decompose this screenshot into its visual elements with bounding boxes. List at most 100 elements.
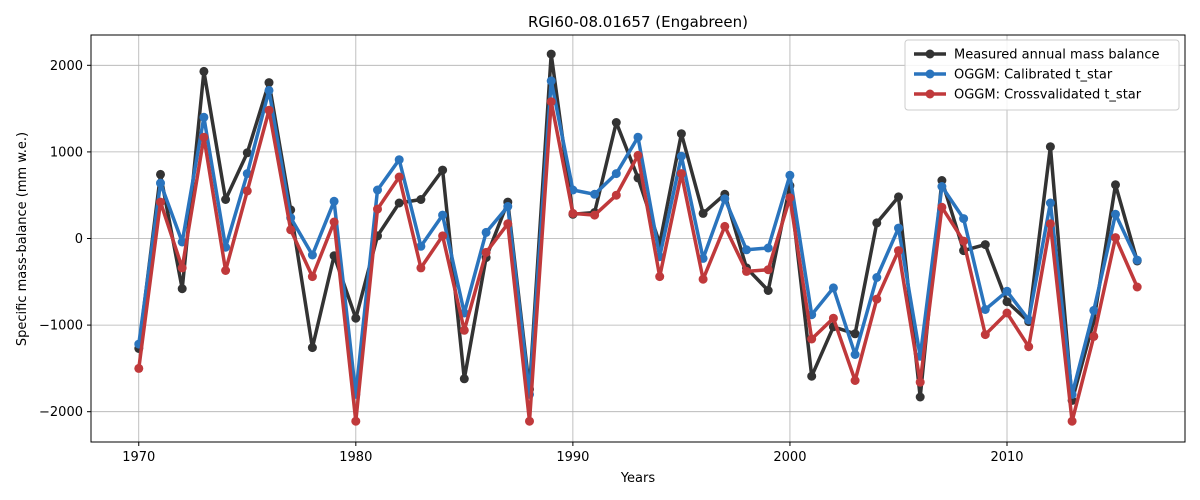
data-point <box>872 218 882 228</box>
data-point <box>763 265 773 275</box>
data-point <box>503 202 513 211</box>
data-point <box>937 182 947 191</box>
legend: Measured annual mass balance OGGM: Calibr… <box>904 39 1180 111</box>
data-point <box>199 112 209 122</box>
data-point <box>980 305 990 314</box>
legend-label: OGGM: Calibrated t_star <box>954 68 1113 83</box>
data-point <box>959 236 969 246</box>
data-point <box>720 194 730 204</box>
data-point <box>546 97 556 107</box>
data-point <box>1045 219 1055 229</box>
data-point <box>980 240 990 250</box>
data-point <box>438 231 448 241</box>
data-point <box>438 210 448 220</box>
data-point <box>828 283 838 293</box>
data-point <box>177 284 187 294</box>
legend-box <box>904 39 1180 111</box>
x-axis-label: Years <box>620 471 656 486</box>
data-point <box>915 377 925 387</box>
data-point <box>503 219 513 229</box>
data-point <box>1024 315 1034 325</box>
data-point <box>1111 233 1120 243</box>
data-point <box>611 190 621 200</box>
data-point <box>525 416 534 426</box>
data-point <box>156 169 165 179</box>
data-point <box>199 66 209 76</box>
data-point <box>307 272 317 282</box>
data-point <box>1089 331 1099 341</box>
data-point <box>459 325 469 335</box>
data-point <box>1132 282 1142 292</box>
data-point <box>156 178 165 188</box>
data-point <box>199 132 209 142</box>
data-point <box>264 78 274 88</box>
data-point <box>351 313 361 323</box>
data-point <box>1045 198 1055 208</box>
data-point <box>1045 142 1055 152</box>
data-point <box>807 334 817 344</box>
data-point <box>590 189 600 199</box>
data-point <box>850 350 860 359</box>
data-point <box>742 245 751 255</box>
data-point <box>1089 305 1099 315</box>
x-tick-label: 2000 <box>773 450 806 465</box>
data-point <box>698 208 708 218</box>
data-point <box>264 105 274 115</box>
data-point <box>633 132 643 142</box>
data-point <box>481 227 491 237</box>
data-point <box>1002 308 1012 318</box>
data-point <box>655 272 665 282</box>
chart-title: RGI60-08.01657 (Engabreen) <box>528 13 748 31</box>
data-point <box>307 343 317 353</box>
data-point <box>416 263 426 273</box>
data-point <box>481 247 491 257</box>
data-point <box>351 416 361 426</box>
data-point <box>611 118 621 127</box>
data-point <box>611 169 621 179</box>
series-2 <box>134 76 1142 399</box>
data-point <box>307 250 317 260</box>
x-tick-label: 1980 <box>339 450 372 465</box>
data-point <box>742 266 751 276</box>
y-tick-label: −2000 <box>39 405 83 420</box>
data-point <box>937 202 947 212</box>
legend-marker <box>925 49 935 59</box>
y-axis-label: Specific mass-balance (mm w.e.) <box>15 132 30 346</box>
data-point <box>568 185 578 195</box>
data-point <box>221 266 231 275</box>
data-point <box>807 371 817 381</box>
y-tick-label: 0 <box>75 232 83 247</box>
y-tick-label: −1000 <box>39 319 83 334</box>
data-point <box>1111 180 1120 190</box>
data-point <box>1002 297 1012 307</box>
data-point <box>980 330 990 340</box>
series-line <box>137 99 1139 423</box>
data-point <box>329 196 339 206</box>
data-point <box>590 210 600 220</box>
data-point <box>1067 416 1077 426</box>
data-point <box>894 246 903 256</box>
data-point <box>438 165 448 175</box>
data-point <box>156 197 165 207</box>
data-point <box>1002 286 1012 296</box>
data-point <box>264 85 274 95</box>
data-point <box>459 374 469 384</box>
series-line <box>137 79 1139 397</box>
data-point <box>416 241 426 251</box>
data-point <box>828 313 838 323</box>
data-point <box>134 363 144 373</box>
legend-label: Measured annual mass balance <box>954 48 1160 63</box>
data-point <box>763 243 773 253</box>
data-point <box>286 225 296 235</box>
data-point <box>720 221 730 231</box>
data-point <box>785 170 795 180</box>
series-3 <box>134 97 1142 426</box>
data-point <box>676 151 686 161</box>
data-point <box>546 76 556 86</box>
data-point <box>373 185 382 195</box>
legend-marker <box>925 69 935 79</box>
y-tick-label: 2000 <box>50 59 83 74</box>
data-point <box>1132 255 1142 265</box>
